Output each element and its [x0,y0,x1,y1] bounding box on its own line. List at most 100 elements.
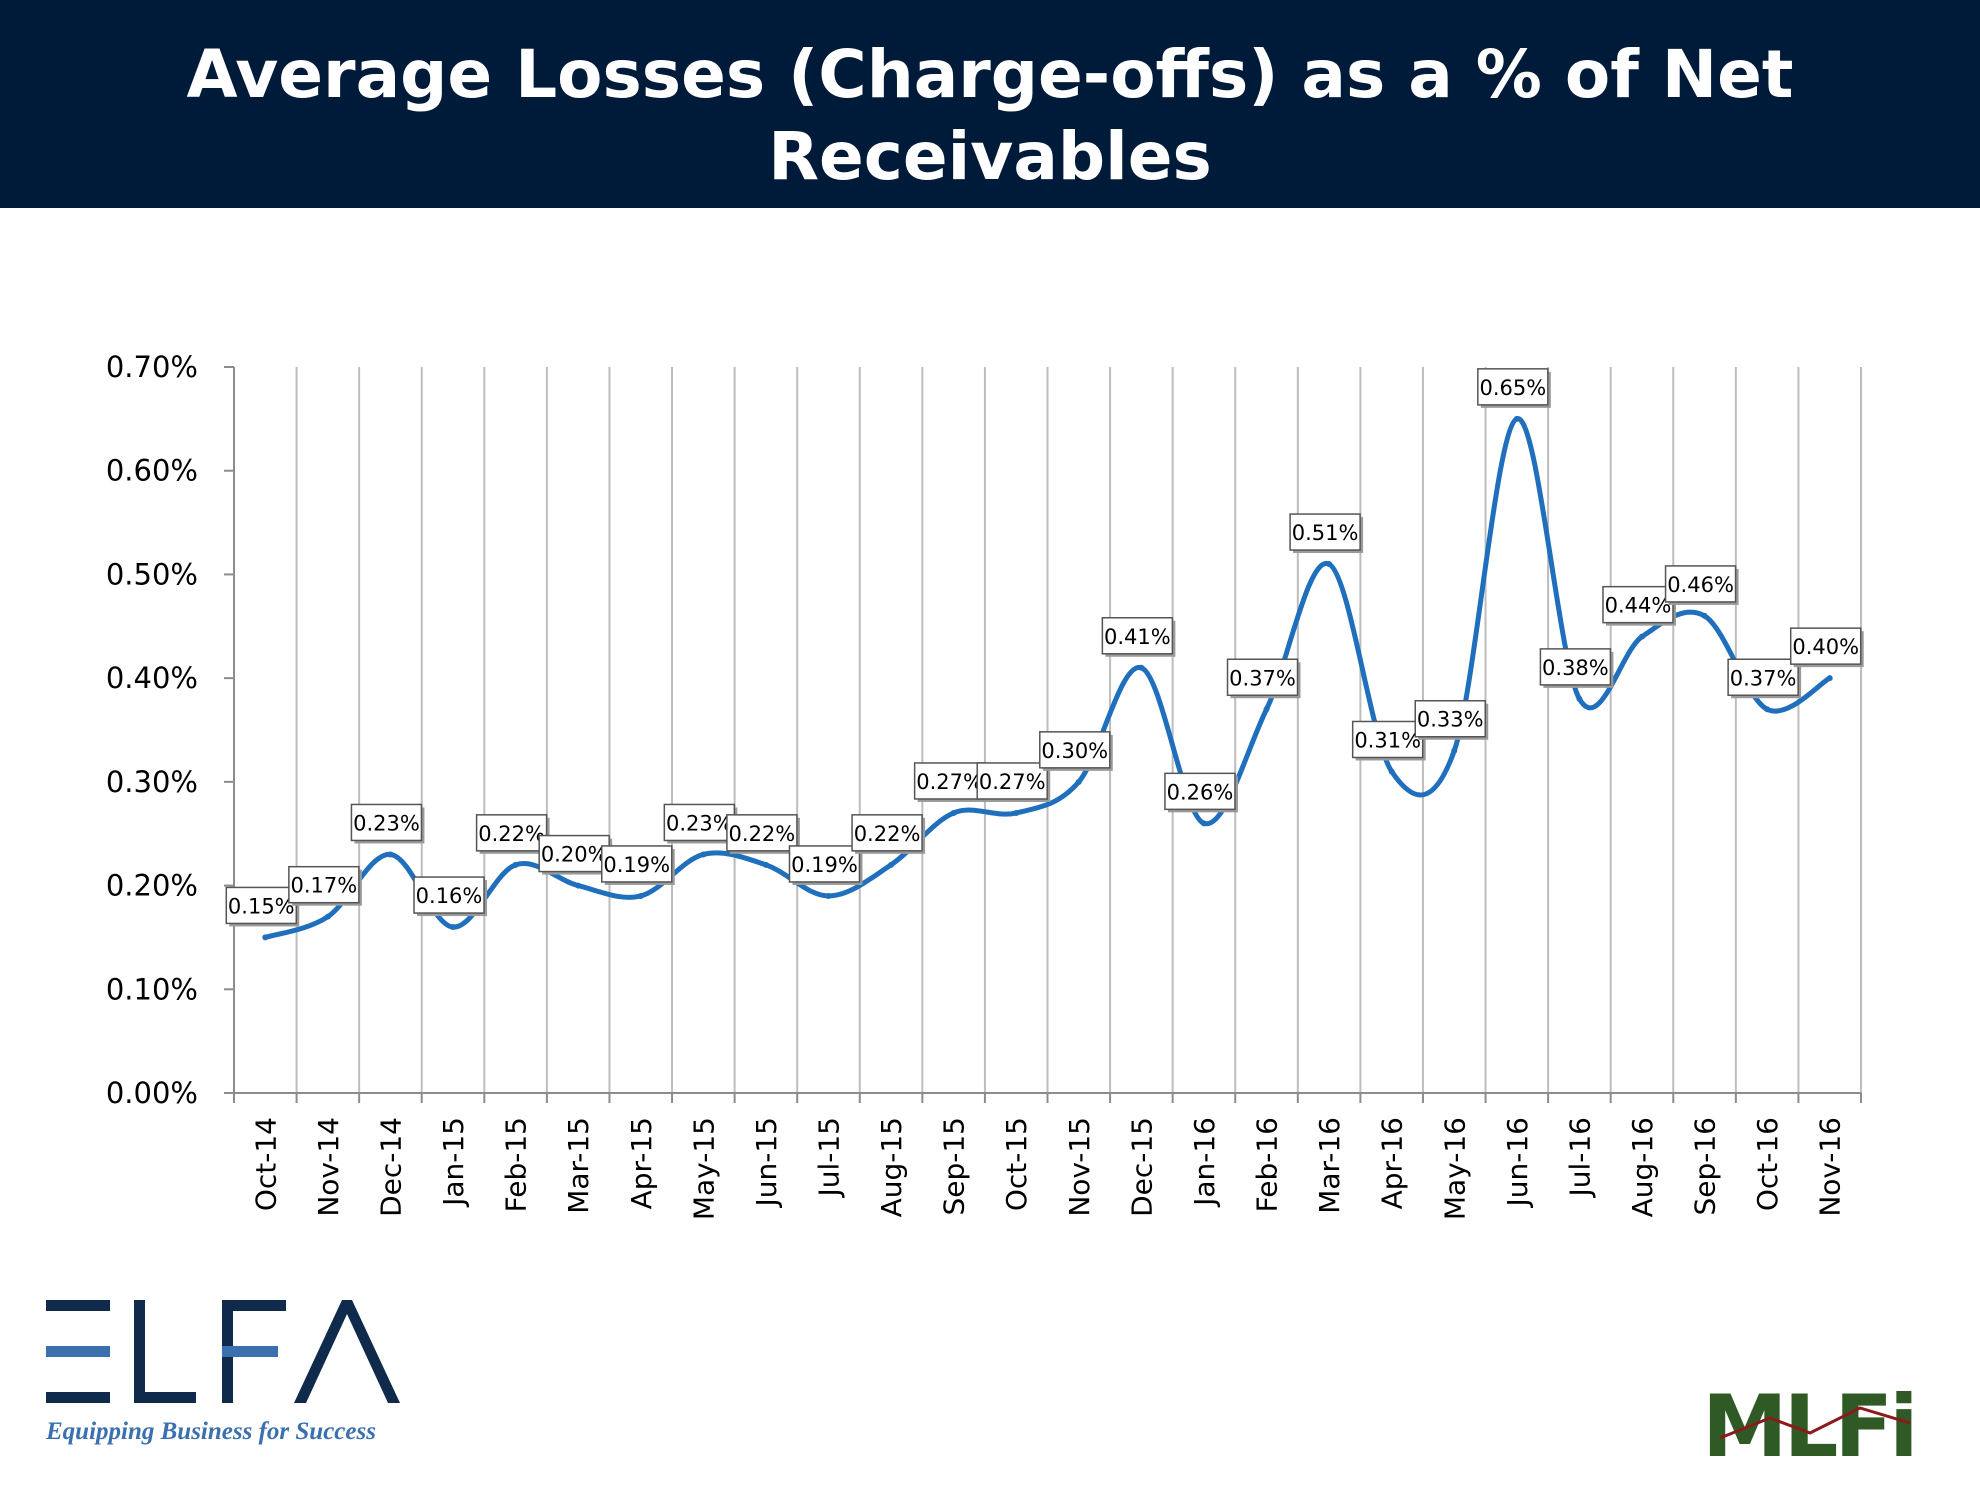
y-tick-label: 0.50% [106,557,198,591]
elfa-logo [46,1300,400,1403]
data-point [387,851,394,858]
data-label: 0.37% [1229,666,1296,690]
data-label-box [1351,720,1424,759]
x-tick-label: May-16 [1438,1117,1471,1220]
data-label-box [726,814,798,852]
x-tick-label: Oct-15 [1000,1117,1033,1211]
data-label: 0.19% [791,853,858,877]
x-tick-label: Jan-15 [437,1117,470,1208]
data-label: 0.16% [416,884,483,908]
data-label-box [350,803,423,842]
data-label-box [913,762,986,800]
x-tick-label: Jul-16 [1563,1117,1596,1199]
x-tick-label: Dec-15 [1125,1117,1158,1217]
data-label: 0.23% [666,811,733,835]
data-label: 0.23% [353,811,420,835]
x-tick-label: Nov-16 [1814,1117,1847,1217]
data-label-box [538,834,610,873]
data-point [1013,809,1020,816]
line-chart: 0.00% 0.10% 0.20% 0.30% 0.40% 0.50% 0.60% 0.70%… [106,350,1864,1220]
x-tick-label: Oct-16 [1751,1117,1784,1211]
data-label-box [1039,731,1111,769]
y-tick-label: 0.10% [106,972,198,1006]
y-tick-label: 0.60% [106,454,198,488]
x-tick-label: Nov-14 [312,1117,345,1217]
x-tick-label: Feb-16 [1251,1117,1284,1212]
data-label-box [1539,648,1612,686]
data-point [1638,633,1645,640]
x-tick-label: Apr-15 [625,1117,658,1209]
data-point [888,861,895,868]
data-label: 0.19% [603,853,670,877]
x-tick-label: Aug-15 [875,1117,908,1217]
data-point [1326,561,1333,568]
data-label: 0.22% [729,822,796,846]
y-tick-label: 0.70% [106,350,198,384]
data-label: 0.65% [1479,376,1546,400]
x-tick-label: Nov-15 [1063,1117,1096,1217]
data-label: 0.17% [291,874,358,898]
data-point [1138,664,1145,671]
data-label-box [663,803,736,842]
data-label-box [1664,565,1737,603]
data-label-box [1226,658,1299,697]
x-tick-label: Jun-15 [750,1117,783,1208]
slide-title: Average Losses (Charge-offs) as a % of N… [186,36,1794,195]
data-label: 0.31% [1354,728,1421,752]
x-tick-label: Jun-16 [1501,1117,1534,1208]
x-tick-label: Mar-16 [1313,1117,1346,1214]
data-point [262,934,269,941]
data-label-box [1727,658,1799,697]
data-label: 0.30% [1041,739,1108,763]
data-label: 0.27% [979,770,1046,794]
x-tick-label: May-15 [687,1117,720,1220]
data-point [1576,695,1583,702]
y-tick-label: 0.20% [106,869,198,903]
data-point [950,809,957,816]
data-label-box [1164,772,1236,811]
data-point [1263,706,1270,713]
data-label: 0.38% [1542,656,1609,680]
data-point [762,861,769,868]
data-point [637,892,644,899]
data-point [700,851,707,858]
data-point [1388,768,1395,775]
x-tick-label: Feb-15 [500,1117,533,1212]
y-tick-label: 0.30% [106,765,198,799]
data-point [1826,675,1833,682]
x-tick-label: Jan-16 [1188,1117,1221,1208]
x-tick-label: Apr-16 [1376,1117,1409,1209]
x-tick-label: Dec-14 [374,1117,407,1217]
data-point [1764,706,1771,713]
x-tick-label: Mar-15 [562,1117,595,1214]
x-tick-label: Oct-14 [249,1117,282,1211]
data-label-box [1289,513,1361,551]
data-label: 0.33% [1417,708,1484,732]
data-label-box [1101,617,1174,655]
data-label-box [851,814,923,852]
data-point [1701,612,1708,619]
x-tick-label: Sep-16 [1689,1117,1722,1216]
data-label: 0.37% [1730,666,1797,690]
y-tick-label: 0.00% [106,1076,198,1110]
data-label: 0.40% [1792,635,1859,659]
data-label: 0.22% [478,822,545,846]
data-point [324,913,331,920]
y-tick-label: 0.40% [106,661,198,695]
data-label-box [1477,368,1549,406]
data-label: 0.26% [1167,780,1234,804]
data-point [1075,778,1082,785]
mlfi-logo: MLFi [1702,1378,1919,1464]
data-label-box [976,762,1048,800]
data-label: 0.22% [854,822,921,846]
data-label-box [1789,627,1862,665]
data-label: 0.44% [1605,594,1672,618]
data-label-box [288,865,360,904]
data-label: 0.20% [541,843,608,867]
data-label: 0.41% [1104,625,1171,649]
data-point [825,892,832,899]
data-label-box [1414,699,1486,738]
data-label-box [788,845,861,883]
x-tick-label: Jul-15 [812,1117,845,1199]
header-banner: Average Losses (Charge-offs) as a % of N… [0,0,1980,208]
